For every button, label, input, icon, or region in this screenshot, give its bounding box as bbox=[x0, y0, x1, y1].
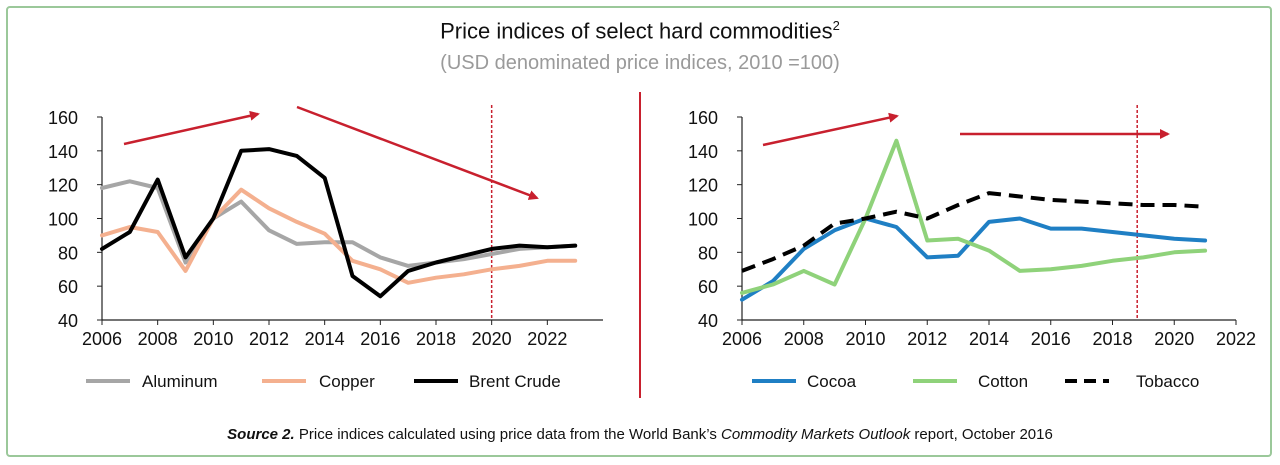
x-tick-label: 2016 bbox=[1031, 329, 1071, 349]
legend-label: Cotton bbox=[978, 372, 1028, 391]
y-tick-label: 120 bbox=[48, 176, 78, 196]
source-publication: Commodity Markets Outlook bbox=[721, 426, 911, 443]
series-line-copper bbox=[100, 187, 578, 285]
series-line-cocoa bbox=[740, 216, 1208, 302]
series-line-tobacco bbox=[741, 191, 1206, 273]
x-tick-label: 2008 bbox=[138, 329, 178, 349]
x-tick-label: 2014 bbox=[969, 329, 1009, 349]
source-note: Source 2. Price indices calculated using… bbox=[0, 426, 1280, 443]
source-text-after: report, October 2016 bbox=[910, 426, 1053, 443]
x-tick-label: 2018 bbox=[416, 329, 456, 349]
chart-title-text: Price indices of select hard commodities bbox=[440, 18, 833, 44]
y-tick-label: 120 bbox=[688, 176, 718, 196]
y-tick-label: 100 bbox=[688, 210, 718, 230]
x-tick-label: 2012 bbox=[249, 329, 289, 349]
legend-label: Brent Crude bbox=[469, 372, 561, 391]
chart-title: Price indices of select hard commodities… bbox=[0, 18, 1280, 44]
x-tick-label: 2006 bbox=[82, 329, 122, 349]
y-tick-label: 80 bbox=[698, 243, 718, 263]
y-tick-label: 140 bbox=[48, 142, 78, 162]
legend-label: Copper bbox=[319, 372, 375, 391]
y-tick-label: 140 bbox=[688, 142, 718, 162]
series-line-brent-crude bbox=[100, 147, 578, 299]
x-tick-label: 2010 bbox=[845, 329, 885, 349]
chart-subtitle: (USD denominated price indices, 2010 =10… bbox=[440, 52, 840, 74]
x-tick-label: 2016 bbox=[360, 329, 400, 349]
y-tick-label: 100 bbox=[48, 210, 78, 230]
title-footnote-marker: 2 bbox=[832, 18, 840, 33]
trend-arrow bbox=[123, 110, 260, 146]
x-tick-label: 2020 bbox=[1154, 329, 1194, 349]
x-tick-label: 2020 bbox=[472, 329, 512, 349]
x-tick-label: 2012 bbox=[907, 329, 947, 349]
y-tick-label: 80 bbox=[58, 243, 78, 263]
trend-arrow bbox=[296, 105, 539, 200]
source-lead: Source 2. bbox=[227, 426, 295, 443]
x-tick-label: 2008 bbox=[784, 329, 824, 349]
trend-arrow bbox=[762, 112, 899, 147]
legend-label: Tobacco bbox=[1136, 372, 1199, 391]
legend-label: Aluminum bbox=[142, 372, 218, 391]
x-tick-label: 2014 bbox=[305, 329, 345, 349]
y-tick-label: 160 bbox=[48, 108, 78, 128]
y-tick-label: 60 bbox=[58, 277, 78, 297]
legend-label: Cocoa bbox=[807, 372, 857, 391]
y-tick-label: 40 bbox=[698, 311, 718, 331]
y-tick-label: 160 bbox=[688, 108, 718, 128]
source-text-before: Price indices calculated using price dat… bbox=[294, 426, 722, 443]
x-tick-label: 2022 bbox=[527, 329, 567, 349]
x-tick-label: 2006 bbox=[722, 329, 762, 349]
x-tick-label: 2010 bbox=[193, 329, 233, 349]
x-tick-label: 2022 bbox=[1216, 329, 1256, 349]
series-line-cotton bbox=[740, 138, 1208, 295]
y-tick-label: 60 bbox=[698, 277, 718, 297]
x-tick-label: 2018 bbox=[1092, 329, 1132, 349]
y-tick-label: 40 bbox=[58, 311, 78, 331]
